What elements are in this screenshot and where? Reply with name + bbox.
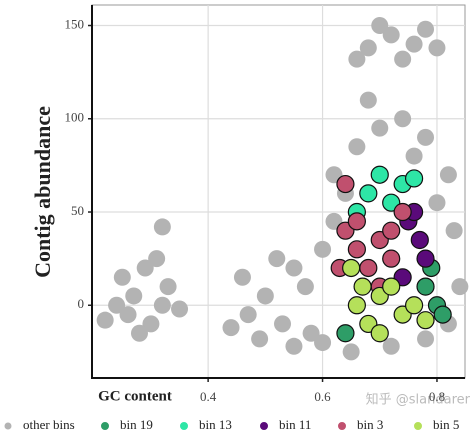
point: [108, 296, 126, 314]
point: [359, 184, 378, 203]
legend-marker: [101, 422, 109, 430]
point: [136, 259, 154, 277]
point: [394, 110, 412, 128]
y-tick-label: 50: [71, 203, 84, 218]
legend-marker: [414, 422, 422, 430]
point: [359, 39, 377, 57]
legend-label: bin 11: [279, 417, 311, 432]
legend-label: other bins: [23, 417, 75, 432]
x-tick-label: 0.4: [200, 389, 217, 404]
legend-label: bin 5: [433, 417, 459, 432]
point: [405, 35, 423, 53]
legend-marker: [4, 422, 12, 430]
point: [251, 330, 269, 348]
point: [125, 287, 143, 305]
point: [445, 222, 463, 240]
point: [256, 287, 274, 305]
point: [359, 258, 378, 278]
point: [417, 330, 435, 348]
point: [314, 334, 332, 352]
point: [382, 249, 401, 268]
y-tick-label: 150: [65, 16, 85, 31]
legend-marker: [180, 422, 188, 430]
point: [382, 337, 400, 355]
y-tick-label: 0: [78, 296, 85, 311]
point: [302, 324, 320, 342]
point: [285, 337, 303, 355]
watermark: 知乎 @slandarer: [366, 392, 471, 408]
point: [371, 17, 389, 35]
point: [153, 296, 171, 314]
point: [171, 300, 189, 318]
point: [222, 319, 240, 337]
point: [336, 324, 355, 343]
point: [394, 50, 412, 68]
legend-marker: [260, 422, 268, 430]
legend-label: bin 3: [357, 417, 383, 432]
point: [239, 306, 257, 324]
point: [142, 315, 160, 333]
point: [314, 240, 332, 258]
point: [417, 128, 435, 146]
x-tick-label: 0.8: [429, 389, 445, 404]
point: [439, 166, 457, 184]
point: [130, 324, 148, 342]
point: [451, 278, 469, 296]
point: [417, 20, 435, 38]
point: [348, 50, 366, 68]
point: [113, 268, 131, 286]
point: [416, 249, 435, 268]
x-tick-label: 0.6: [314, 389, 331, 404]
y-tick-label: 100: [65, 110, 85, 125]
point: [382, 277, 401, 296]
point: [342, 343, 360, 361]
point: [404, 169, 424, 188]
point: [119, 306, 137, 324]
point: [416, 311, 435, 330]
point: [416, 277, 435, 296]
point: [410, 230, 429, 250]
point: [296, 278, 314, 296]
y-axis-label: Contig abundance: [30, 106, 55, 278]
point: [268, 250, 286, 268]
point: [347, 296, 366, 315]
point: [433, 305, 452, 324]
point: [148, 250, 166, 268]
point: [336, 174, 355, 194]
point: [405, 147, 423, 165]
legend-marker: [338, 422, 346, 430]
point: [96, 311, 114, 329]
point: [370, 165, 389, 184]
x-axis-label: GC content: [98, 388, 172, 404]
point: [359, 91, 377, 109]
point: [159, 278, 177, 296]
point: [370, 324, 389, 343]
point: [347, 212, 366, 231]
point: [428, 39, 446, 57]
point: [382, 26, 400, 44]
point: [274, 315, 292, 333]
point: [233, 268, 251, 286]
point: [348, 138, 366, 156]
point: [347, 240, 366, 259]
point: [285, 259, 303, 277]
point: [342, 258, 361, 278]
point: [393, 202, 412, 222]
legend-label: bin 13: [199, 417, 232, 432]
point: [353, 277, 372, 296]
point: [404, 296, 424, 315]
point: [382, 221, 401, 240]
point: [153, 218, 171, 236]
point: [428, 194, 446, 212]
legend-label: bin 19: [120, 417, 153, 432]
point: [371, 119, 389, 137]
